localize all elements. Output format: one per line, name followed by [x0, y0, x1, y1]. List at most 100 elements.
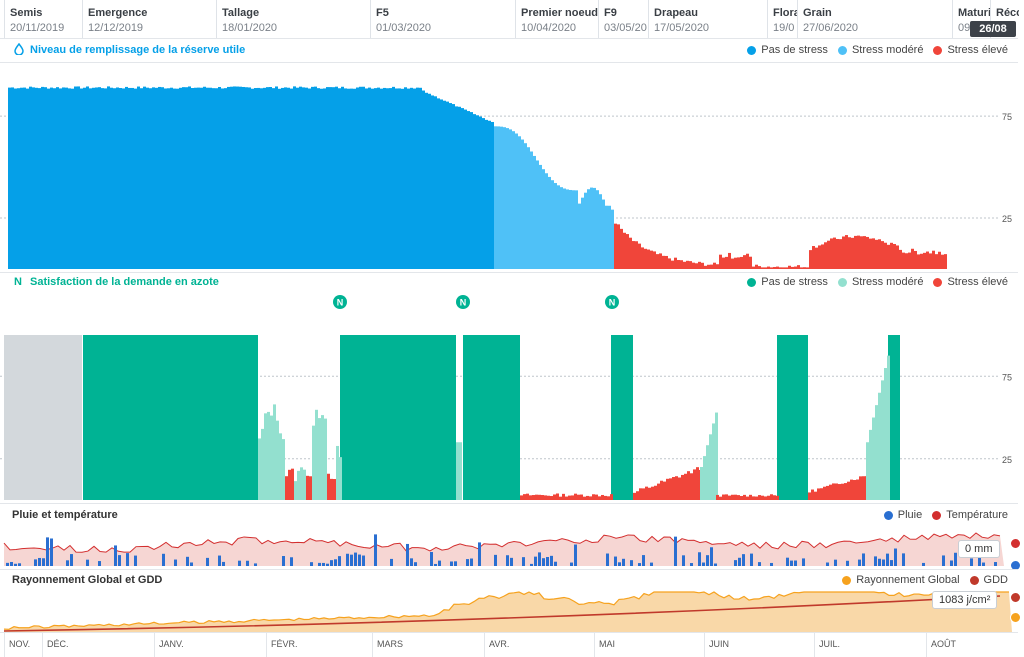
legend-dot — [969, 575, 979, 585]
stage-semis[interactable]: Semis 20/11/2019 — [4, 0, 83, 38]
month-tick: MAI — [594, 633, 705, 657]
water-bar — [872, 238, 875, 269]
legend-dot — [842, 575, 852, 585]
rain-bar — [618, 562, 621, 566]
water-bar — [422, 90, 425, 270]
water-bar — [125, 86, 128, 269]
water-bar — [713, 262, 716, 269]
stage-date: 18/01/2020 — [222, 22, 278, 34]
legend-item[interactable]: Température — [932, 509, 1008, 521]
water-bar — [941, 254, 944, 269]
water-bar — [797, 265, 800, 269]
temperature-marker — [1010, 538, 1021, 549]
rain-bar — [50, 538, 53, 566]
water-bar — [761, 267, 764, 269]
water-bar — [50, 87, 53, 270]
stage-f9[interactable]: F9 03/05/20 — [598, 0, 649, 38]
water-bar — [8, 87, 11, 269]
water-bar — [98, 87, 101, 269]
rain-bar — [674, 536, 677, 566]
stage-name: Semis — [10, 7, 43, 19]
stage-maturite[interactable]: Maturi 09 — [952, 0, 991, 38]
nitrogen-bar — [553, 494, 556, 500]
nitrogen-bar — [556, 493, 559, 500]
stage-emergence[interactable]: Emergence 12/12/2019 — [82, 0, 217, 38]
legend-item[interactable]: Rayonnement Global — [842, 574, 960, 586]
nitrogen-bar — [648, 487, 651, 500]
water-bar — [647, 249, 650, 269]
nitrogen-bar — [285, 476, 288, 500]
legend-item[interactable]: Stress élevé — [933, 276, 1008, 288]
stage-drapeau[interactable]: Drapeau 17/05/2020 — [648, 0, 768, 38]
nitrogen-bar — [856, 479, 859, 500]
rain-bar — [6, 562, 9, 566]
rain-bar — [950, 560, 953, 566]
stage-premier-noeud[interactable]: Premier noeud 10/04/2020 — [515, 0, 599, 38]
legend-item[interactable]: Stress élevé — [933, 44, 1008, 56]
stage-floraison[interactable]: Flora 19/0 — [767, 0, 798, 38]
nitrogen-marker-label: N — [337, 298, 344, 308]
stage-tallage[interactable]: Tallage 18/01/2020 — [216, 0, 371, 38]
water-bar — [794, 266, 797, 269]
water-bar — [32, 87, 35, 269]
legend-item[interactable]: Stress modéré — [837, 44, 923, 56]
divider — [0, 272, 1018, 273]
legend-item[interactable]: Pas de stress — [747, 276, 828, 288]
water-bar — [359, 86, 362, 269]
nitrogen-bar — [881, 380, 884, 500]
water-bar — [77, 86, 80, 270]
legend-item[interactable]: Pas de stress — [747, 44, 828, 56]
rain-bar — [978, 555, 981, 566]
nitrogen-bar — [743, 494, 746, 500]
rain-tooltip: 0 mm — [958, 540, 1000, 558]
rain-bar — [682, 555, 685, 566]
water-bar — [203, 86, 206, 269]
water-bar — [230, 86, 233, 269]
stage-date: 27/06/2020 — [803, 22, 859, 34]
water-bar — [719, 254, 722, 269]
rain-bar — [450, 561, 453, 566]
water-bar — [839, 239, 842, 269]
rain-bar — [334, 559, 337, 566]
legend-label: Rayonnement Global — [856, 574, 960, 586]
water-bar — [275, 86, 278, 269]
temperature-area — [4, 532, 1004, 566]
rain-bar — [554, 561, 557, 566]
water-bar — [137, 86, 140, 269]
legend-item[interactable]: Pluie — [883, 509, 922, 521]
rain-bar — [322, 562, 325, 566]
rain-bar — [438, 560, 441, 566]
water-bar — [233, 86, 236, 269]
water-bar — [146, 87, 149, 270]
nitrogen-bar — [752, 496, 755, 500]
water-bar — [470, 112, 473, 269]
water-bar — [779, 267, 782, 269]
rain-bar — [858, 559, 861, 566]
water-bar — [542, 169, 545, 269]
radiation-tooltip: 1083 j/cm² — [932, 591, 998, 609]
stage-grain[interactable]: Grain 27/06/2020 — [797, 0, 953, 38]
divider — [0, 62, 1018, 63]
nitrogen-bar — [770, 494, 773, 500]
y-tick-label: 75 — [1002, 112, 1012, 122]
water-bar — [701, 262, 704, 269]
stage-date: 09 — [958, 22, 971, 34]
stage-date: 10/04/2020 — [521, 22, 577, 34]
stage-f5[interactable]: F5 01/03/2020 — [370, 0, 516, 38]
rain-bar — [546, 556, 549, 566]
legend-item[interactable]: Stress modéré — [837, 276, 923, 288]
stage-date: 19/0 — [773, 22, 795, 34]
stage-name: Emergence — [88, 7, 148, 19]
stage-recolte[interactable]: Réco — [990, 0, 1019, 38]
water-bar — [596, 190, 599, 269]
water-bar — [845, 235, 848, 269]
rain-bar — [282, 556, 285, 566]
water-bar — [725, 256, 728, 269]
water-bar — [380, 88, 383, 270]
water-bar — [212, 88, 215, 269]
legend-item[interactable]: GDD — [969, 574, 1008, 586]
rain-bar — [550, 555, 553, 566]
rain-bar — [318, 562, 321, 566]
water-bar — [320, 88, 323, 269]
nitrogen-bar — [709, 434, 712, 500]
